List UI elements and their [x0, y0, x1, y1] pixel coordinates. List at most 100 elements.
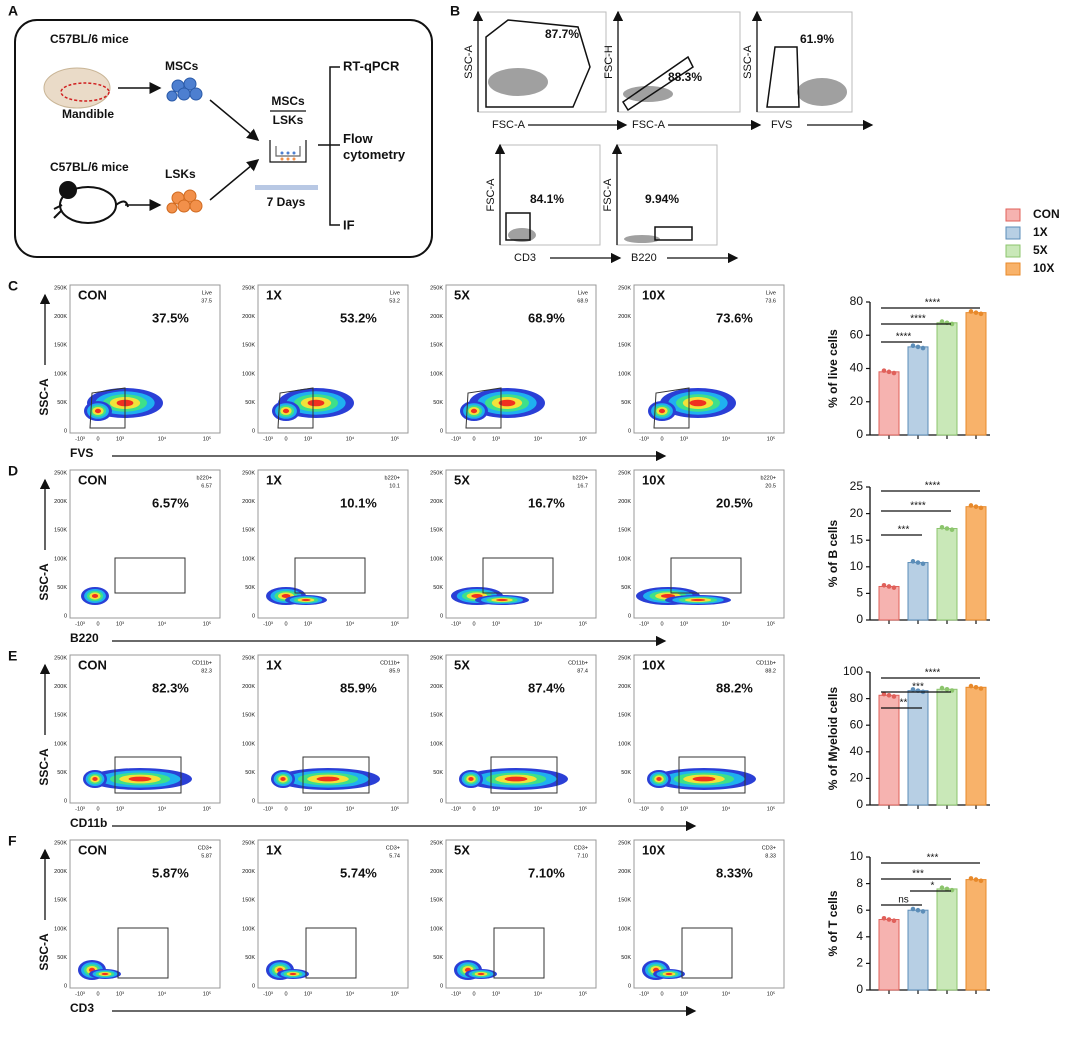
y-tick-label: 60 [850, 327, 864, 341]
group-label: 10X [642, 287, 665, 302]
gate-name: b220+ [385, 475, 400, 481]
gate [766, 46, 800, 108]
density [307, 399, 325, 407]
density [658, 408, 666, 414]
y-tick-label: 100K [430, 556, 443, 562]
gate-name: CD11b+ [192, 660, 212, 666]
axis-label: SSC-A [742, 45, 754, 79]
transwell-icon [269, 140, 307, 163]
y-tick-label: 100K [242, 371, 255, 377]
schema-box [14, 19, 433, 258]
y-tick-label: 250K [242, 655, 255, 661]
y-tick-label: 200K [618, 314, 631, 320]
y-tick-label: 0 [856, 427, 863, 441]
y-tick-label: 100K [242, 556, 255, 562]
y-tick-label: 200K [242, 684, 255, 690]
y-tick-label: 50K [433, 770, 443, 776]
y-tick-label: 0 [440, 798, 443, 804]
y-axis-label: % of Myeloid cells [826, 686, 840, 790]
gate-percent: 68.9% [528, 310, 565, 325]
data-point [949, 527, 955, 532]
y-tick-label: 200K [54, 869, 67, 875]
x-tick-label: 0 [96, 806, 99, 812]
x-tick-label: 10⁴ [158, 620, 167, 627]
bar [936, 322, 958, 436]
density [477, 972, 485, 976]
bar [965, 312, 987, 436]
x-tick-label: 10⁵ [579, 990, 587, 997]
y-tick-label: 0 [628, 428, 631, 434]
gate [654, 226, 693, 241]
gate-name: b220+ [573, 475, 588, 481]
density [689, 399, 707, 407]
y-tick-label: 50K [433, 400, 443, 406]
y-tick-label: 0 [856, 982, 863, 996]
data-point [910, 559, 916, 564]
y-tick-label: 0 [64, 983, 67, 989]
gate [681, 927, 733, 979]
bar [878, 694, 900, 806]
y-tick-label: 2 [856, 956, 863, 970]
x-tick-label: 10⁴ [722, 990, 731, 997]
gate-percent: 9.94% [645, 192, 679, 206]
x-tick-label: 10⁵ [767, 805, 775, 812]
axis-label: FVS [771, 119, 792, 131]
y-tick-label: 80 [850, 691, 864, 705]
significance-label: **** [925, 298, 941, 309]
axis-label: CD3 [514, 252, 536, 264]
gate-percent: 5.87% [152, 865, 189, 880]
y-tick-label: 5 [856, 586, 863, 600]
density [280, 777, 286, 781]
x-tick-label: -10³ [75, 806, 85, 812]
y-tick-label: 250K [242, 470, 255, 476]
y-tick-label: 200K [242, 869, 255, 875]
x-tick-label: -10³ [75, 436, 85, 442]
gate-value: 82.3 [201, 668, 212, 674]
group-label: 1X [266, 842, 282, 857]
data-point [886, 692, 892, 698]
y-tick-label: 100K [54, 556, 67, 562]
data-point [881, 582, 887, 588]
bar [936, 888, 958, 991]
y-tick-label: 200K [618, 684, 631, 690]
y-tick-label: 250K [242, 840, 255, 846]
group-label: CON [78, 287, 107, 302]
gate-value: 68.9 [577, 298, 588, 304]
gate [277, 387, 314, 429]
gate-percent: 82.3% [152, 680, 189, 695]
density [498, 399, 516, 407]
bar [907, 562, 929, 621]
significance-label: *** [912, 682, 924, 693]
significance-label: **** [910, 314, 926, 325]
axis-label: FSC-A [492, 119, 526, 131]
gate-name: CD11b+ [756, 660, 776, 666]
group-label: 5X [454, 287, 470, 302]
y-tick-label: 50K [57, 400, 67, 406]
data-point [881, 691, 887, 697]
gate-percent: 16.7% [528, 495, 565, 510]
gate [302, 756, 370, 794]
x-tick-label: -10³ [75, 621, 85, 627]
y-tick-label: 0 [628, 798, 631, 804]
data-point [915, 907, 921, 913]
x-tick-label: 10⁵ [391, 990, 399, 997]
x-tick-label: 0 [472, 991, 475, 997]
x-tick-label: 0 [96, 621, 99, 627]
y-tick-label: 0 [856, 612, 863, 626]
axis-label: FSC-A [485, 178, 497, 212]
legend-label: 5X [1033, 243, 1048, 257]
panel-letter: D [8, 463, 18, 479]
x-tick-label: 10³ [492, 806, 500, 812]
assay-label: IF [343, 217, 355, 232]
x-tick-label: 10⁵ [203, 805, 211, 812]
gate-percent: 88.3% [668, 70, 702, 84]
data-point [973, 877, 979, 882]
significance-label: ** [900, 698, 908, 709]
x-tick-label: 10⁴ [158, 805, 167, 812]
y-tick-label: 150K [54, 343, 67, 349]
panel-letter: F [8, 833, 17, 849]
legend-swatch [1005, 262, 1021, 276]
density [468, 777, 474, 781]
data-point [944, 886, 950, 892]
x-tick-label: 10⁵ [391, 805, 399, 812]
